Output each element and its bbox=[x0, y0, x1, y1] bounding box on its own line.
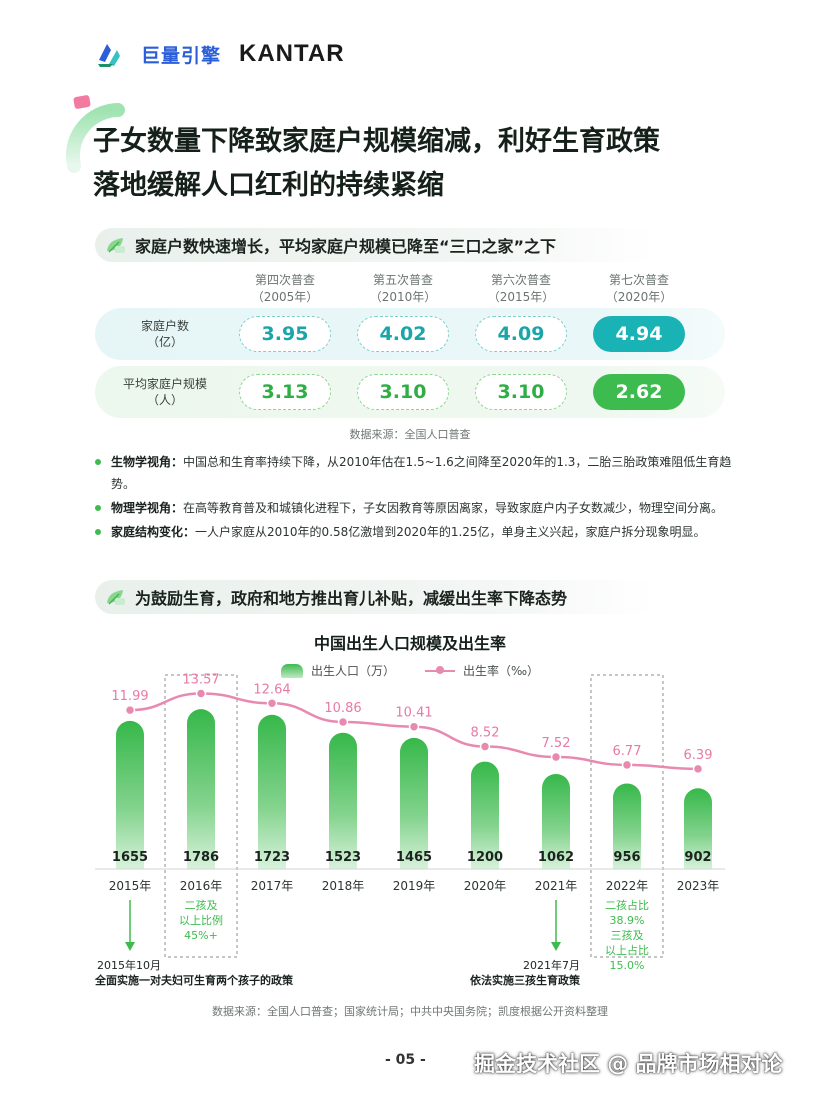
col-head-5th-census: 第五次普查 （2010年） bbox=[369, 273, 437, 304]
note-2022: 二孩占比 38.9% 三孩及 以上占比 15.0% bbox=[605, 899, 649, 972]
bar-2021年 bbox=[542, 773, 570, 869]
highlight-box-2022年 bbox=[590, 674, 664, 958]
x-tick-label: 2017年 bbox=[251, 879, 294, 893]
bar-2023年 bbox=[684, 788, 712, 869]
leaf-icon bbox=[107, 590, 125, 605]
bar-2017年 bbox=[258, 714, 286, 869]
bar-2022年 bbox=[613, 783, 641, 869]
bullet-biology: 生物学视角：中国总和生育率持续下降，从2010年估在1.5~1.6之间降至202… bbox=[95, 451, 735, 495]
bar-2016年 bbox=[187, 709, 215, 869]
title-line-1: 子女数量下降致家庭户规模缩减，利好生育政策 bbox=[93, 126, 660, 157]
cell-size-2015: 3.10 bbox=[475, 374, 567, 410]
down-arrow-icon bbox=[551, 942, 561, 951]
bar-value-label: 902 bbox=[684, 850, 711, 865]
legend-birth-rate-label: 出生率（‰） bbox=[462, 664, 540, 678]
chart-legend: 出生人口（万） 出生率（‰） bbox=[0, 662, 820, 679]
decorative-arc bbox=[65, 103, 125, 173]
legend-births-label: 出生人口（万） bbox=[310, 664, 395, 678]
cell-households-2015: 4.09 bbox=[475, 316, 567, 352]
bar-2019年 bbox=[400, 737, 428, 869]
ocean-engine-logo-icon bbox=[98, 44, 120, 67]
rate-point-2015年 bbox=[124, 704, 136, 716]
bar-value-label: 1465 bbox=[396, 850, 432, 865]
watermark: 掘金技术社区 @ 品牌市场相对论 bbox=[474, 1052, 783, 1076]
cell-households-2005: 3.95 bbox=[239, 316, 331, 352]
x-tick-label: 2023年 bbox=[677, 879, 720, 893]
cell-households-2010: 4.02 bbox=[357, 316, 449, 352]
kantar-logo: KANTAR bbox=[239, 40, 345, 67]
col-head-6th-census: 第六次普查 （2015年） bbox=[487, 273, 555, 304]
section-header-households: 家庭户数快速增长，平均家庭户规模已降至“三口之家”之下 bbox=[95, 228, 655, 262]
rate-point-2021年 bbox=[550, 751, 562, 763]
rate-value-label: 11.99 bbox=[111, 689, 148, 704]
x-tick-label: 2015年 bbox=[109, 879, 152, 893]
section-heading-text: 为鼓励生育，政府和地方推出育儿补贴，减缓出生率下降态势 bbox=[135, 589, 568, 608]
rate-value-label: 10.41 bbox=[395, 706, 432, 721]
rate-value-label: 6.39 bbox=[684, 748, 713, 763]
legend-birth-rate: 出生率（‰） bbox=[424, 662, 540, 679]
x-tick-label: 2016年 bbox=[180, 879, 223, 893]
bar-value-label: 1062 bbox=[538, 850, 574, 865]
rate-value-label: 6.77 bbox=[613, 744, 642, 759]
bar-value-label: 1655 bbox=[112, 850, 148, 865]
section-header-subsidy: 为鼓励生育，政府和地方推出育儿补贴，减缓出生率下降态势 bbox=[95, 580, 655, 614]
legend-bar-swatch bbox=[280, 663, 303, 678]
bullet-physics: 物理学视角：在高等教育普及和城镇化进程下，子女因教育等原因离家，导致家庭户内子女… bbox=[95, 497, 735, 519]
page-number: - 05 - bbox=[385, 1052, 426, 1068]
source-chart: 数据来源：全国人口普查；国家统计局；中共中央国务院；凯度根据公开资料整理 bbox=[212, 1005, 608, 1018]
policy-2021: 2021年7月 依法实施三孩生育政策 bbox=[470, 959, 580, 987]
ocean-engine-logo-text: 巨量引擎 bbox=[141, 44, 222, 67]
x-tick-label: 2018年 bbox=[322, 879, 365, 893]
rate-value-label: 13.57 bbox=[182, 673, 219, 688]
cell-size-2020: 2.62 bbox=[593, 374, 685, 410]
x-tick-label: 2020年 bbox=[464, 879, 507, 893]
cell-households-2020: 4.94 bbox=[593, 316, 685, 352]
row-label-household-size: 平均家庭户规模 （人） bbox=[122, 377, 207, 407]
down-arrow-icon bbox=[125, 942, 135, 951]
bar-value-label: 956 bbox=[613, 850, 640, 865]
birth-chart: 1655 1786 1723 1523 1465 1200 1062 956 902 11.99 1… bbox=[95, 673, 725, 958]
chart-title: 中国出生人口规模及出生率 bbox=[313, 634, 506, 653]
bullet-family-structure: 家庭结构变化：一人户家庭从2010年的0.58亿激增到2020年的1.25亿，单… bbox=[95, 521, 735, 543]
title-line-2: 落地缓解人口红利的持续紧缩 bbox=[93, 170, 444, 201]
rate-point-2022年 bbox=[621, 759, 633, 771]
section-heading-text: 家庭户数快速增长，平均家庭户规模已降至“三口之家”之下 bbox=[135, 237, 557, 256]
col-head-7th-census: 第七次普查 （2020年） bbox=[605, 273, 673, 304]
rate-point-2017年 bbox=[266, 698, 278, 709]
page-title: 子女数量下降致家庭户规模缩减，利好生育政策 落地缓解人口红利的持续紧缩 bbox=[93, 120, 773, 208]
row-label-households: 家庭户数 （亿） bbox=[140, 319, 189, 349]
x-tick-label: 2021年 bbox=[535, 879, 578, 893]
bar-value-label: 1723 bbox=[254, 850, 290, 865]
bar-2015年 bbox=[116, 720, 144, 869]
rate-point-2023年 bbox=[692, 763, 704, 775]
x-tick-label: 2019年 bbox=[393, 879, 436, 893]
rate-value-label: 8.52 bbox=[471, 726, 500, 741]
rate-point-2018年 bbox=[337, 716, 349, 728]
rate-point-2019年 bbox=[408, 721, 420, 732]
bar-2020年 bbox=[471, 761, 499, 869]
cell-size-2005: 3.13 bbox=[239, 374, 331, 410]
rate-value-label: 7.52 bbox=[542, 736, 571, 751]
bar-value-label: 1200 bbox=[467, 850, 503, 865]
legend-line-swatch bbox=[424, 665, 455, 674]
legend-births: 出生人口（万） bbox=[280, 662, 395, 679]
cell-size-2010: 3.10 bbox=[357, 374, 449, 410]
rate-value-label: 10.86 bbox=[324, 701, 361, 716]
leaf-icon bbox=[107, 238, 125, 253]
bar-value-label: 1786 bbox=[183, 850, 219, 865]
header-logos: 巨量引擎 KANTAR bbox=[95, 40, 345, 68]
rate-value-label: 12.64 bbox=[253, 682, 290, 697]
policy-2015: 2015年10月 全面实施一对夫妇可生育两个孩子的政策 bbox=[95, 959, 293, 987]
x-tick-label: 2022年 bbox=[606, 879, 649, 893]
col-head-4th-census: 第四次普查 （2005年） bbox=[251, 273, 319, 304]
rate-point-2016年 bbox=[195, 688, 207, 699]
rate-point-2020年 bbox=[479, 741, 491, 752]
highlight-box-2016年 bbox=[164, 674, 238, 958]
bar-2018年 bbox=[329, 732, 357, 869]
source-census: 数据来源：全国人口普查 bbox=[349, 428, 471, 441]
note-2016: 二孩及 以上比例 45%+ bbox=[179, 899, 223, 942]
bar-value-label: 1523 bbox=[325, 850, 361, 865]
